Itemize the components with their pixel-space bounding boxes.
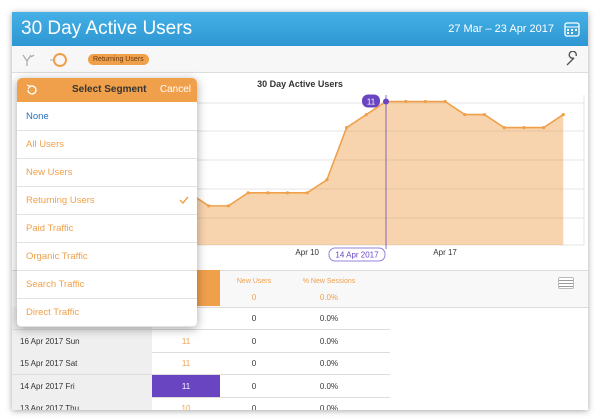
row-date: 16 Apr 2017 Sun — [20, 336, 80, 346]
row-value: 11 — [181, 359, 191, 368]
row-value: 0 — [251, 336, 257, 346]
date-cell-bg — [12, 329, 152, 352]
point — [561, 112, 565, 117]
row-value: 0.0% — [319, 381, 339, 391]
segment-option[interactable]: New Users — [17, 158, 197, 187]
point — [285, 191, 290, 195]
segment-option[interactable]: Organic Traffic — [17, 242, 197, 271]
tooltip-value: 11 — [367, 98, 376, 107]
tooltip-point — [383, 98, 389, 105]
row-line — [12, 329, 390, 330]
check-path — [179, 196, 189, 205]
point — [482, 112, 487, 117]
row-value: 0.0% — [319, 314, 339, 323]
chart-title: 30 Day Active Users — [257, 79, 343, 89]
header-title: 30 Day Active Users — [21, 18, 193, 39]
segment-option[interactable]: None — [17, 102, 197, 131]
row-value: 11 — [181, 336, 191, 346]
option-label: Search Traffic — [26, 279, 85, 290]
segment-option[interactable]: Search Traffic — [17, 270, 197, 299]
highlight-cell — [152, 374, 220, 397]
date-cell-bg — [12, 374, 152, 397]
segment-option[interactable]: Direct Traffic — [17, 298, 197, 327]
row-value: 0 — [251, 381, 257, 391]
option-label: Returning Users — [26, 195, 95, 206]
header-bar: 30 Day Active Users 27 Mar – 23 Apr 2017 — [12, 12, 588, 46]
point — [246, 191, 250, 195]
segment-option[interactable]: Paid Traffic — [17, 214, 197, 243]
option-label: New Users — [26, 167, 73, 178]
row-value: 0.0% — [319, 404, 339, 410]
refresh-icon[interactable] — [25, 83, 39, 97]
tooltip-date-box — [328, 247, 386, 262]
point — [325, 178, 329, 182]
dropdown-header: Select Segment Cancel — [17, 78, 197, 102]
column-total: 0 — [251, 293, 257, 302]
row-line — [12, 396, 390, 398]
calendar-icon[interactable] — [564, 21, 580, 37]
row-line — [12, 351, 390, 353]
line — [188, 100, 564, 207]
chart: 30 Day Active Users Apr 10 Apr 17 11 14 Apr… — [22, 79, 585, 262]
tooltip-bubble — [362, 94, 380, 108]
point — [404, 99, 408, 104]
point — [443, 99, 447, 104]
segment-dropdown: Select Segment Cancel None All Users New U… — [17, 78, 197, 327]
point — [305, 191, 309, 195]
row-value: 0.0% — [319, 359, 339, 368]
cancel-button[interactable]: Cancel — [159, 84, 191, 95]
point — [226, 204, 230, 208]
column-header[interactable]: % New Sessions — [302, 278, 356, 285]
segment-chip[interactable]: Returning Users — [88, 54, 149, 65]
date-cell-bg — [12, 397, 152, 410]
point — [266, 191, 270, 195]
point — [423, 99, 427, 104]
row-value: 10 — [181, 404, 191, 410]
option-label: Organic Traffic — [26, 251, 88, 262]
row-value: 0.0% — [319, 336, 339, 346]
date-cell-bg — [12, 352, 152, 374]
point — [463, 112, 467, 117]
point — [542, 126, 546, 130]
row-value: 0 — [251, 359, 257, 368]
option-label: Direct Traffic — [26, 307, 80, 318]
segment-option[interactable]: All Users — [17, 130, 197, 159]
row-date: 15 Apr 2017 Sat — [20, 359, 78, 368]
option-label: All Users — [26, 139, 65, 150]
row-value: 11 — [181, 381, 191, 391]
toolbar: Returning Users — [12, 46, 588, 73]
column-header[interactable]: New Users — [236, 278, 272, 285]
row-date: 13 Apr 2017 Thu — [20, 404, 80, 410]
x-tick-label: Apr 10 — [295, 248, 319, 257]
point — [207, 204, 211, 208]
x-tick-label: Apr 17 — [433, 248, 457, 257]
point — [364, 112, 368, 117]
app-window: 30 Day Active Users 27 Mar – 23 Apr 2017… — [12, 12, 588, 410]
point — [345, 126, 349, 130]
check-mark — [179, 196, 189, 205]
area — [189, 101, 564, 246]
segment-option[interactable]: Returning Users — [17, 186, 197, 215]
row-value: 0 — [251, 314, 257, 323]
row-date: 14 Apr 2017 Fri — [20, 381, 75, 391]
dropdown-title: Select Segment — [72, 84, 147, 95]
column-total: 0.0% — [319, 293, 339, 302]
list-icon[interactable] — [558, 277, 574, 289]
point — [522, 126, 526, 130]
toolbar-icons[interactable] — [20, 51, 80, 69]
row-value: 0 — [251, 404, 257, 410]
option-label: None — [26, 111, 49, 122]
option-label: Paid Traffic — [26, 223, 74, 234]
point — [502, 126, 506, 130]
tooltip-date: 14 Apr 2017 — [335, 251, 379, 260]
wrench-icon[interactable] — [564, 51, 580, 67]
date-range[interactable]: 27 Mar – 23 Apr 2017 — [448, 23, 554, 35]
